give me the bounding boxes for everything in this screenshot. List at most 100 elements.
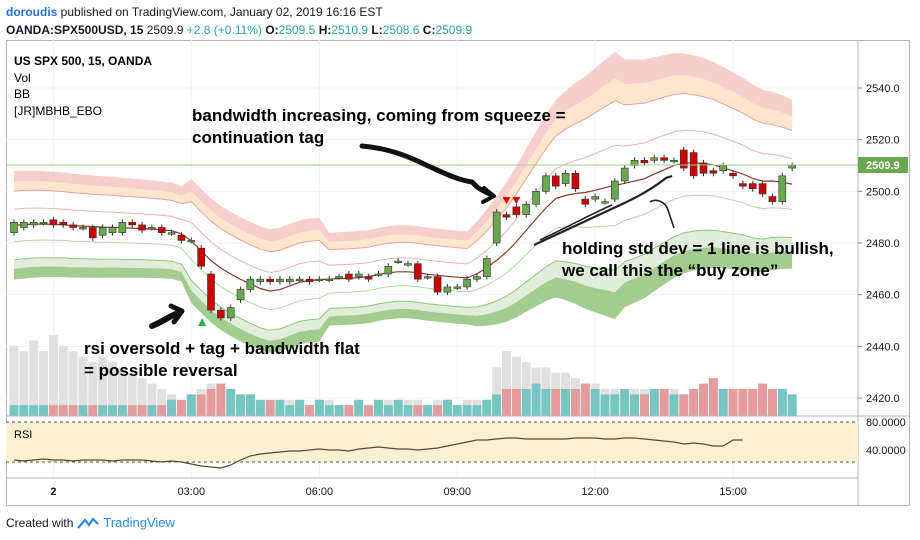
volume-bar bbox=[167, 399, 177, 416]
legend-vol[interactable]: Vol bbox=[14, 71, 31, 85]
time-tick-label: 2 bbox=[50, 486, 56, 498]
candle-body bbox=[39, 222, 48, 225]
volume-bar bbox=[275, 399, 285, 416]
price-axis[interactable]: 2540.0 2520.0 2500.0 2480.0 2460.0 2440.0 2420… bbox=[858, 83, 900, 405]
volume-bar bbox=[570, 389, 580, 416]
candle-body bbox=[157, 227, 166, 233]
username-link[interactable]: doroudis bbox=[6, 5, 58, 19]
time-axis[interactable]: 2 03:00 06:00 09:00 12:00 15:00 bbox=[50, 486, 746, 498]
candle-body bbox=[719, 165, 728, 171]
volume-bar bbox=[482, 399, 492, 416]
candle-body bbox=[433, 276, 442, 293]
candle-body bbox=[512, 206, 521, 215]
volume-bar bbox=[748, 389, 758, 416]
candle-body bbox=[394, 260, 402, 263]
annotations: bandwidth increasing, coming from squeez… bbox=[84, 106, 834, 380]
candle-body bbox=[49, 219, 58, 226]
sell-signal-arrow bbox=[502, 197, 511, 204]
candle-body bbox=[256, 278, 265, 283]
volume-bg-bar bbox=[78, 356, 88, 416]
high-label: H: bbox=[318, 23, 332, 37]
volume-bar bbox=[137, 405, 147, 416]
candle-body bbox=[748, 183, 757, 190]
candle-body bbox=[611, 180, 619, 200]
volume-bg-bar bbox=[127, 372, 137, 416]
volume-bar bbox=[767, 389, 777, 416]
buy-zone-scribble-2 bbox=[539, 204, 613, 241]
volume-bar bbox=[393, 399, 403, 416]
sell-signal-arrow bbox=[512, 197, 521, 204]
volume-bar bbox=[787, 394, 797, 416]
candle-body bbox=[374, 273, 383, 276]
volume-bar bbox=[649, 389, 659, 416]
volume-bar bbox=[176, 399, 186, 416]
last-price-badge bbox=[858, 157, 908, 173]
legend-ebo[interactable]: [JR]MBHB_EBO bbox=[14, 104, 102, 118]
volume-bar bbox=[590, 389, 600, 416]
open-label: O: bbox=[265, 23, 279, 37]
volume-bar bbox=[580, 383, 590, 416]
candle-body bbox=[266, 278, 274, 283]
volume-bg-bar bbox=[68, 351, 78, 416]
price-tick-label: 2480.0 bbox=[866, 238, 900, 250]
volume-bar bbox=[324, 405, 334, 416]
volume-bar bbox=[423, 405, 433, 416]
buy-zone-scribble bbox=[533, 174, 673, 246]
volume-bar bbox=[117, 405, 127, 416]
candle-body bbox=[561, 172, 570, 184]
candle-body bbox=[118, 222, 127, 233]
price-chart[interactable]: 2540.0 2520.0 2500.0 2480.0 2460.0 2440.0 2420… bbox=[6, 40, 916, 508]
volume-bar bbox=[157, 405, 167, 416]
candle-body bbox=[482, 258, 491, 277]
volume-bar bbox=[452, 405, 462, 416]
volume-bars bbox=[9, 378, 797, 416]
candle-body bbox=[69, 224, 77, 228]
volume-bar bbox=[738, 389, 748, 416]
volume-bar bbox=[511, 389, 521, 416]
band-inner-lower bbox=[14, 230, 793, 341]
candle-body bbox=[581, 198, 590, 205]
candle-body bbox=[217, 309, 225, 319]
candle-body bbox=[138, 224, 146, 231]
volume-bar bbox=[383, 405, 393, 416]
volume-bar bbox=[699, 383, 708, 416]
volume-bar bbox=[98, 405, 108, 416]
time-tick-label: 15:00 bbox=[719, 486, 747, 498]
candle-body bbox=[285, 278, 294, 283]
candle-body bbox=[325, 278, 334, 281]
drawings bbox=[149, 143, 675, 329]
volume-bar bbox=[639, 394, 649, 416]
candle-body bbox=[226, 307, 235, 319]
candle-body bbox=[335, 276, 343, 279]
candle-body bbox=[246, 278, 255, 290]
candle-body bbox=[384, 265, 393, 275]
tradingview-brand[interactable]: TradingView bbox=[103, 515, 175, 530]
volume-bar bbox=[68, 405, 78, 416]
price-tick-label: 2420.0 bbox=[866, 393, 900, 405]
volume-bar bbox=[679, 394, 689, 416]
candle-body bbox=[177, 234, 186, 241]
volume-bar bbox=[334, 405, 344, 416]
volume-bar bbox=[58, 405, 68, 416]
rsi-line bbox=[13, 437, 743, 469]
volume-bar bbox=[689, 389, 699, 416]
high-value: 2510.9 bbox=[331, 23, 369, 37]
candle-body bbox=[640, 160, 649, 164]
footer: Created with TradingView bbox=[6, 515, 175, 530]
close-value: 2509.9 bbox=[435, 23, 473, 37]
candle-body bbox=[207, 273, 215, 311]
volume-bar bbox=[728, 389, 738, 416]
legend-bb[interactable]: BB bbox=[14, 87, 30, 101]
low-label: L: bbox=[371, 23, 383, 37]
volume-bar bbox=[19, 405, 29, 416]
volume-bar bbox=[9, 405, 19, 416]
volume-bg-bar bbox=[108, 362, 117, 416]
signal-arrows bbox=[198, 197, 521, 326]
candle-body bbox=[10, 222, 18, 233]
volume-bg-bar bbox=[98, 356, 108, 416]
legend: US SPX 500, 15, OANDA Vol BB [JR]MBHB_EB… bbox=[14, 54, 152, 118]
candle-body bbox=[532, 191, 540, 205]
candle-body bbox=[354, 273, 363, 277]
volume-bar bbox=[551, 389, 561, 416]
close-label: C: bbox=[422, 23, 436, 37]
